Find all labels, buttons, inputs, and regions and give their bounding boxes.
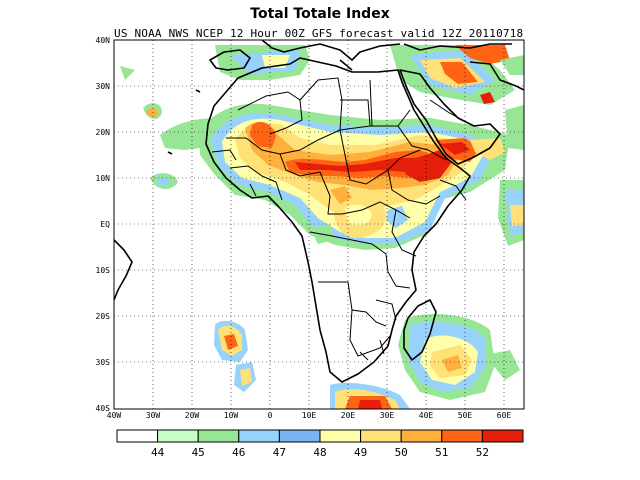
- grid-lines: [114, 40, 524, 409]
- colorbar-box-4: [278, 429, 321, 443]
- longitude-labels: 40W 30W 20W 10W 0 10E 20E 30E 40E 50E 60…: [107, 411, 512, 420]
- lon-label-50e: 50E: [458, 411, 473, 420]
- lat-label-20n: 20N: [96, 128, 111, 137]
- colorbar-label-48: 48: [313, 446, 326, 459]
- colorbar-box-9: [481, 429, 524, 443]
- colorbar-box-7: [400, 429, 443, 443]
- lat-label-40n: 40N: [96, 36, 111, 45]
- lon-label-40w: 40W: [107, 411, 122, 420]
- map-title: Total Totale Index: [250, 6, 390, 22]
- lat-label-40s: 40S: [96, 404, 111, 413]
- colorbar: 44 45 46 47 48 49 50 51 52: [116, 429, 524, 459]
- lon-label-30w: 30W: [146, 411, 161, 420]
- lon-label-0: 0: [268, 411, 273, 420]
- lat-label-30s: 30S: [96, 358, 111, 367]
- coastlines: [114, 40, 524, 383]
- colorbar-label-45: 45: [192, 446, 205, 459]
- lon-label-20w: 20W: [185, 411, 200, 420]
- colorbar-box-6: [360, 429, 402, 443]
- colorbar-box-1: [157, 429, 199, 443]
- colorbar-label-46: 46: [232, 446, 245, 459]
- colorbar-box-2: [197, 429, 240, 443]
- colorbar-label-44: 44: [151, 446, 165, 459]
- colorbar-label-50: 50: [395, 446, 408, 459]
- lat-label-30n: 30N: [96, 82, 111, 91]
- colorbar-box-5: [319, 429, 362, 443]
- latitude-labels: 40N 30N 20N 10N EQ 10S 20S 30S 40S: [96, 36, 111, 413]
- colorbar-box-0: [116, 429, 159, 443]
- lon-label-10w: 10W: [224, 411, 239, 420]
- colorbar-label-51: 51: [435, 446, 448, 459]
- index-shading: [120, 45, 524, 409]
- map-subtitle: US NOAA NWS NCEP 12 Hour 00Z GFS forecas…: [114, 27, 524, 40]
- colorbar-box-3: [238, 429, 280, 443]
- colorbar-box-8: [441, 429, 483, 443]
- lat-label-eq: EQ: [100, 220, 110, 229]
- lat-label-10n: 10N: [96, 174, 111, 183]
- colorbar-label-49: 49: [354, 446, 367, 459]
- plot-frame: [113, 39, 525, 410]
- lon-label-20e: 20E: [341, 411, 356, 420]
- lat-label-10s: 10S: [96, 266, 111, 275]
- lon-label-40e: 40E: [419, 411, 434, 420]
- lon-label-30e: 30E: [380, 411, 395, 420]
- lon-label-10e: 10E: [302, 411, 317, 420]
- colorbar-label-47: 47: [273, 446, 286, 459]
- colorbar-label-52: 52: [476, 446, 489, 459]
- country-borders: [211, 77, 467, 361]
- lat-label-20s: 20S: [96, 312, 111, 321]
- lon-label-60e: 60E: [497, 411, 512, 420]
